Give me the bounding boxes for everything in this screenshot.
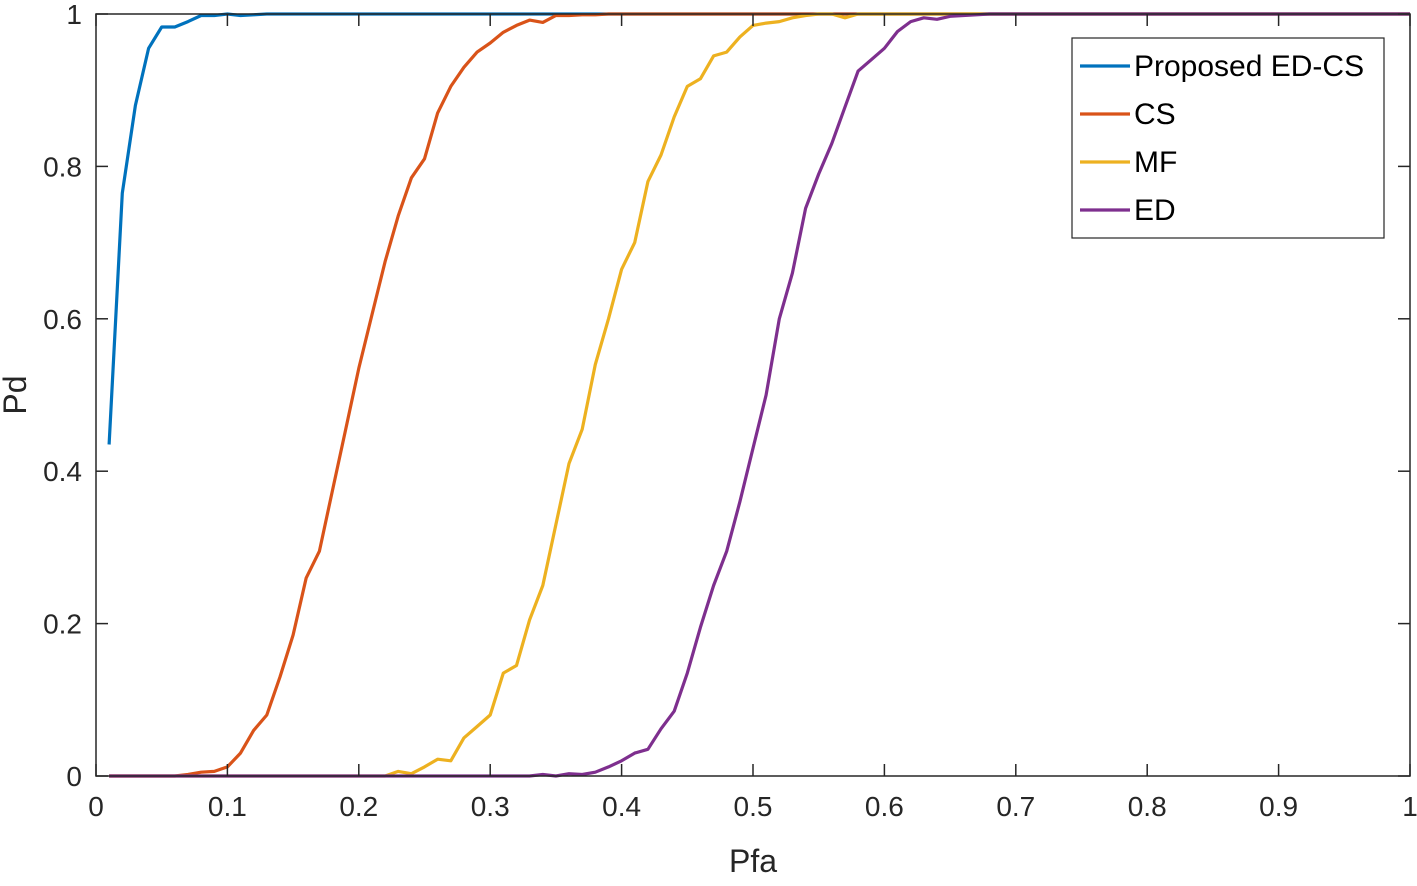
legend-label: Proposed ED-CS (1134, 50, 1364, 83)
series-line-ed (109, 12, 1410, 778)
legend-label: MF (1134, 146, 1177, 179)
x-tick-label: 0.9 (1259, 791, 1298, 822)
y-tick-label: 0.2 (43, 609, 82, 640)
x-tick-label: 0.2 (339, 791, 378, 822)
legend: Proposed ED-CS CS MF ED (1071, 37, 1385, 239)
x-tick-label: 0.6 (865, 791, 904, 822)
y-tick-label: 0.4 (43, 456, 82, 487)
y-tick-label: 0.8 (43, 151, 82, 182)
axis-ticks: 0 0.1 0.2 0.3 0.4 0.5 0.6 0.7 0.8 0.9 1 0 0.2 0.4 0.6 0… (43, 0, 1417, 822)
x-tick-label: 1 (1402, 791, 1417, 822)
x-axis-title: Pfa (729, 843, 777, 879)
x-tick-label: 0.3 (471, 791, 510, 822)
x-tick-label: 0.7 (996, 791, 1035, 822)
y-axis-title: Pd (0, 375, 33, 414)
legend-box (1071, 37, 1385, 239)
x-tick-label: 0 (88, 791, 104, 822)
x-tick-label: 0.4 (602, 791, 641, 822)
legend-label: ED (1134, 194, 1176, 227)
y-tick-label: 0.6 (43, 304, 82, 335)
x-tick-label: 0.5 (734, 791, 773, 822)
y-tick-label: 0 (66, 761, 82, 792)
y-tick-label: 1 (66, 0, 82, 30)
x-tick-label: 0.1 (208, 791, 247, 822)
legend-label: CS (1134, 98, 1176, 131)
x-tick-label: 0.8 (1128, 791, 1167, 822)
